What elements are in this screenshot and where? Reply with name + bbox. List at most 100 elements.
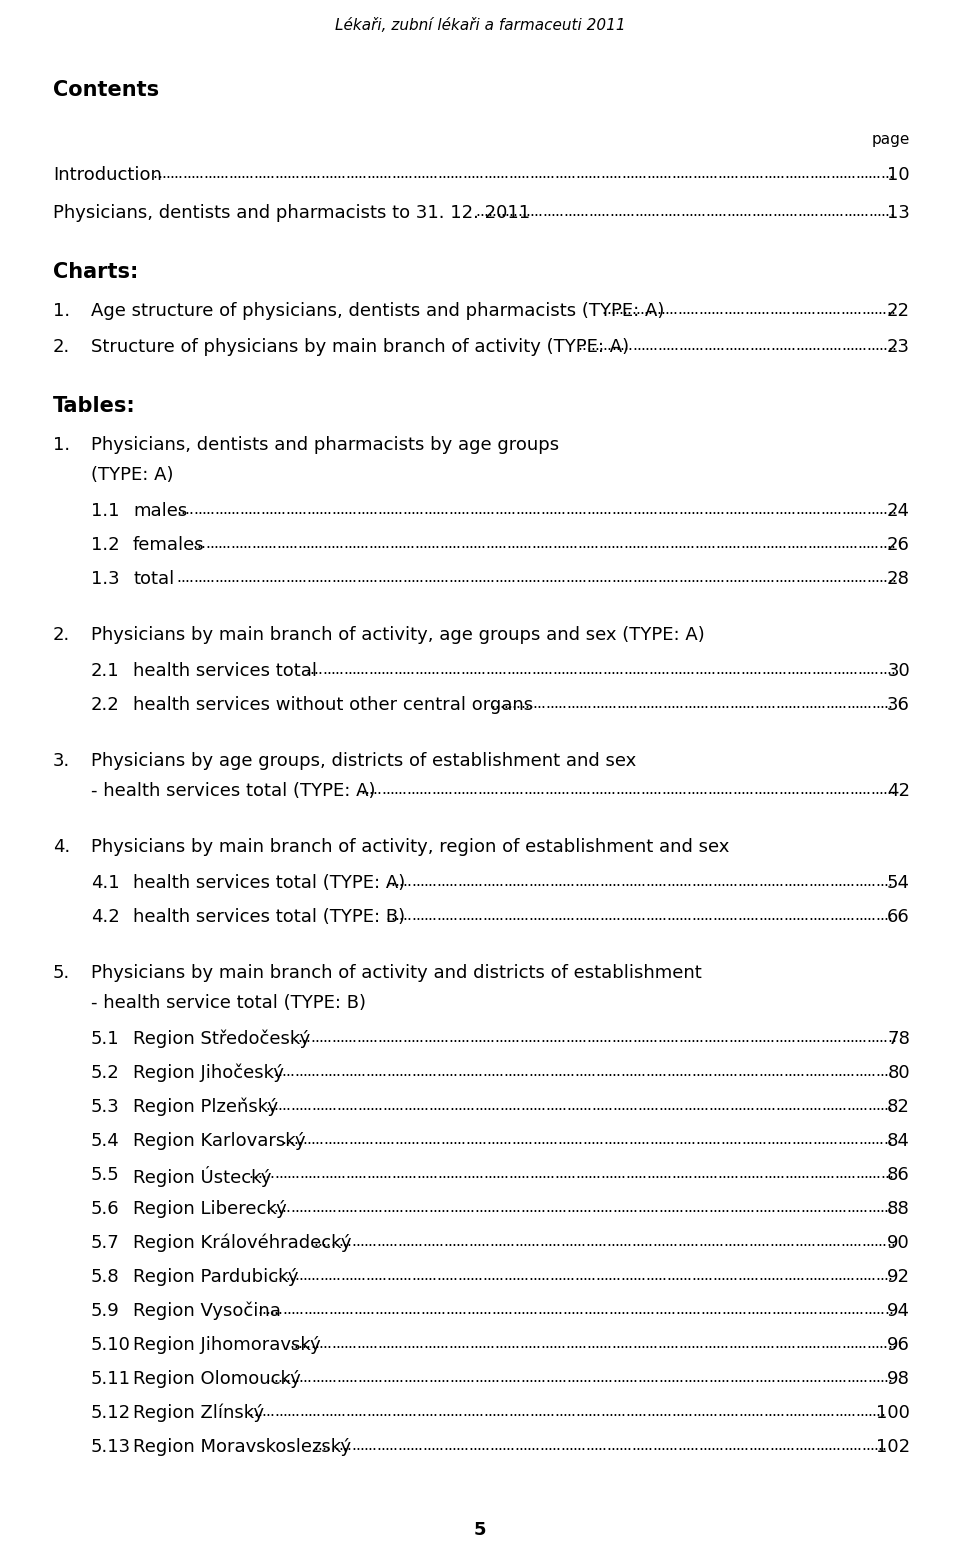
Text: .: .	[792, 1301, 797, 1317]
Text: .: .	[494, 1336, 499, 1351]
Text: .: .	[769, 536, 774, 551]
Text: .: .	[853, 1030, 858, 1045]
Text: .: .	[698, 1438, 703, 1453]
Text: .: .	[775, 1370, 780, 1384]
Text: .: .	[657, 503, 661, 517]
Text: .: .	[461, 1268, 466, 1283]
Text: .: .	[299, 1268, 303, 1283]
Text: .: .	[754, 503, 758, 517]
Text: .: .	[583, 874, 588, 889]
Text: .: .	[774, 570, 779, 586]
Text: .: .	[662, 1370, 667, 1384]
Text: .: .	[717, 1405, 722, 1419]
Text: .: .	[327, 1132, 332, 1146]
Text: .: .	[779, 338, 783, 352]
Text: .: .	[558, 166, 564, 182]
Text: .: .	[780, 166, 784, 182]
Text: .: .	[469, 1370, 474, 1384]
Text: .: .	[813, 166, 818, 182]
Text: .: .	[507, 503, 512, 517]
Text: .: .	[733, 1301, 738, 1317]
Text: .: .	[639, 1234, 644, 1250]
Text: .: .	[462, 1370, 467, 1384]
Text: .: .	[520, 1370, 525, 1384]
Text: .: .	[666, 1098, 671, 1113]
Text: .: .	[411, 1370, 416, 1384]
Text: .: .	[603, 1132, 608, 1146]
Text: .: .	[759, 204, 764, 219]
Text: .: .	[593, 1438, 598, 1453]
Text: .: .	[301, 570, 306, 586]
Text: .: .	[603, 1030, 608, 1045]
Text: .: .	[382, 1063, 387, 1079]
Text: .: .	[377, 570, 382, 586]
Text: .: .	[527, 1030, 532, 1045]
Text: .: .	[811, 536, 816, 551]
Text: .: .	[232, 166, 237, 182]
Text: .: .	[703, 338, 708, 352]
Text: .: .	[710, 1438, 715, 1453]
Text: .: .	[504, 1405, 509, 1419]
Text: .: .	[578, 1030, 583, 1045]
Text: .: .	[711, 1132, 716, 1146]
Text: .: .	[639, 302, 644, 316]
Text: .: .	[669, 338, 675, 352]
Text: 13: 13	[887, 204, 910, 222]
Text: .: .	[453, 908, 458, 922]
Text: .: .	[344, 503, 348, 517]
Text: .: .	[583, 1370, 588, 1384]
Text: .: .	[732, 1132, 737, 1146]
Text: .: .	[365, 570, 370, 586]
Text: .: .	[311, 1063, 316, 1079]
Text: .: .	[657, 1030, 661, 1045]
Text: .: .	[570, 1370, 575, 1384]
Text: .: .	[598, 503, 603, 517]
Text: .: .	[419, 503, 423, 517]
Text: .: .	[451, 1234, 456, 1250]
Text: .: .	[348, 536, 352, 551]
Text: .: .	[374, 1405, 379, 1419]
Text: .: .	[867, 1098, 872, 1113]
Text: .: .	[540, 1370, 545, 1384]
Text: .: .	[303, 1167, 308, 1181]
Text: .: .	[608, 695, 612, 711]
Text: .: .	[888, 166, 893, 182]
Text: .: .	[472, 536, 477, 551]
Text: .: .	[836, 1438, 841, 1453]
Text: .: .	[399, 166, 404, 182]
Text: .: .	[285, 1132, 290, 1146]
Text: .: .	[482, 1370, 487, 1384]
Text: .: .	[871, 908, 876, 922]
Text: .: .	[370, 1167, 375, 1181]
Text: .: .	[887, 1336, 892, 1351]
Text: .: .	[700, 1167, 706, 1181]
Text: .: .	[729, 1268, 733, 1283]
Text: .: .	[227, 503, 231, 517]
Text: .: .	[858, 1200, 863, 1215]
Text: .: .	[691, 1098, 696, 1113]
Text: .: .	[424, 166, 429, 182]
Text: .: .	[516, 1370, 520, 1384]
Text: .: .	[876, 695, 880, 711]
Text: .: .	[565, 1200, 571, 1215]
Text: .: .	[828, 1438, 832, 1453]
Text: .: .	[600, 1167, 605, 1181]
Text: .: .	[611, 1030, 616, 1045]
Text: .: .	[659, 1167, 663, 1181]
Text: .: .	[771, 1370, 776, 1384]
Text: .: .	[568, 1234, 573, 1250]
Text: .: .	[649, 1132, 654, 1146]
Text: .: .	[687, 1370, 692, 1384]
Text: .: .	[332, 1200, 337, 1215]
Text: .: .	[866, 503, 871, 517]
Text: .: .	[619, 662, 624, 677]
Text: .: .	[831, 1234, 836, 1250]
Text: .: .	[629, 1301, 634, 1317]
Text: .: .	[808, 695, 813, 711]
Text: .: .	[624, 1098, 630, 1113]
Text: .: .	[298, 570, 302, 586]
Text: .: .	[736, 570, 741, 586]
Text: .: .	[880, 1167, 885, 1181]
Text: .: .	[662, 1301, 667, 1317]
Text: .: .	[448, 1063, 453, 1079]
